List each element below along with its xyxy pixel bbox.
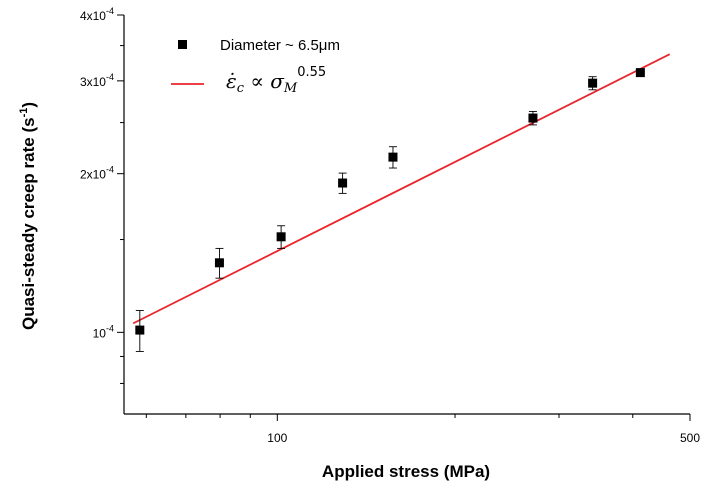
y-axis-title-close: ) (19, 102, 38, 108)
y-tick-label: 3x10-4 (80, 72, 114, 89)
y-tick-label: 10-4 (93, 323, 114, 340)
point-marker (635, 68, 645, 78)
x-ticks: 100 500 (145, 414, 700, 445)
point-marker (214, 258, 224, 268)
data-point (528, 110, 538, 126)
y-tick-exponent: -4 (106, 72, 114, 82)
data-point (276, 225, 286, 249)
x-axis-title: Applied stress (MPa) (322, 462, 490, 481)
data-point (635, 68, 645, 78)
data-point (338, 172, 348, 194)
legend-label-data: Diameter ~ 6.5μm (220, 37, 340, 54)
legend-marker-square (178, 40, 187, 49)
y-tick-mantissa: 4x10 (80, 9, 106, 23)
legend-label-fit: ε̇c ∝ σM0.55 (226, 65, 326, 96)
fit-label-sigma-sub: M (283, 81, 298, 96)
x-tick-label: 100 (267, 431, 287, 445)
y-tick-label: 4x10-4 (80, 6, 114, 23)
point-marker (528, 113, 538, 123)
y-tick-mantissa: 3x10 (80, 75, 106, 89)
point-marker (276, 232, 286, 242)
data-point (388, 146, 398, 169)
y-tick-mantissa: 2x10 (80, 168, 106, 182)
fit-label-prop: ∝ σ (244, 69, 285, 93)
y-axis-title-text: Quasi-steady creep rate (s (19, 117, 38, 330)
data-point (214, 247, 224, 279)
y-tick-label: 2x10-4 (80, 165, 114, 182)
y-axis-title-sup: -1 (18, 108, 30, 118)
point-marker (388, 152, 398, 162)
fit-label-exponent: 0.55 (297, 65, 326, 80)
fit-label-base-sub: c (237, 81, 245, 96)
data-points (135, 68, 645, 352)
x-tick-label: 500 (680, 431, 700, 445)
y-axis-title: Quasi-steady creep rate (s-1) (18, 102, 38, 330)
y-tick-mantissa: 10 (93, 326, 107, 340)
data-point (135, 310, 145, 352)
fit-line-group (132, 53, 671, 325)
point-marker (135, 325, 145, 335)
data-point (588, 76, 598, 91)
fit-line (132, 53, 671, 325)
legend: Diameter ~ 6.5μm ε̇c ∝ σM0.55 (171, 37, 340, 96)
fit-label-base: ε̇ (226, 69, 237, 93)
plot-area (123, 15, 690, 415)
y-tick-exponent: -4 (106, 165, 114, 175)
y-tick-exponent: -4 (106, 323, 114, 333)
point-marker (338, 178, 348, 188)
y-tick-exponent: -4 (106, 6, 114, 16)
point-marker (588, 78, 598, 88)
